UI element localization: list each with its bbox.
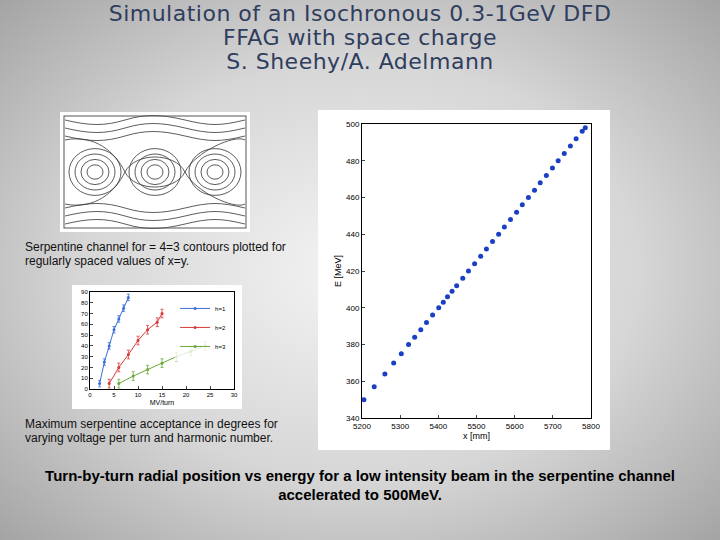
svg-text:5600: 5600 [506,422,524,431]
svg-text:h=1: h=1 [215,306,226,312]
svg-text:40: 40 [81,343,88,349]
svg-text:15: 15 [159,392,166,398]
svg-text:90: 90 [81,289,88,295]
svg-text:5200: 5200 [353,422,371,431]
svg-text:500: 500 [346,120,360,129]
svg-text:5300: 5300 [391,422,409,431]
svg-text:h=2: h=2 [215,325,226,331]
svg-text:70: 70 [81,311,88,317]
svg-text:480: 480 [346,157,360,166]
svg-text:E [MeV]: E [MeV] [333,255,343,287]
svg-text:0: 0 [84,386,88,392]
html-text:Maximum serpentine acceptance: Maximum serpentine acceptance in degrees… [25,417,278,445]
svg-text:60: 60 [81,321,88,327]
svg-text:h=3: h=3 [215,344,226,350]
svg-text:30: 30 [81,354,88,360]
svg-text:5: 5 [112,392,116,398]
svg-text:440: 440 [346,230,360,239]
svg-text:80: 80 [81,300,88,306]
svg-text:340: 340 [346,414,360,423]
svg-text:0: 0 [88,392,92,398]
html-text:Serpentine channel for = 4=3 c: Serpentine channel for = 4=3 contours pl… [25,240,286,268]
html-text:Turn-by-turn radial position v: Turn-by-turn radial position vs energy f… [45,467,675,503]
svg-text:10: 10 [135,392,142,398]
svg-text:380: 380 [346,340,360,349]
svg-text:5400: 5400 [429,422,447,431]
svg-text:420: 420 [346,267,360,276]
svg-text:460: 460 [346,193,360,202]
svg-text:5800: 5800 [582,422,600,431]
svg-text:25: 25 [207,392,214,398]
svg-text:30: 30 [231,392,238,398]
svg-text:20: 20 [183,392,190,398]
svg-text:20: 20 [81,365,88,371]
svg-text:50: 50 [81,332,88,338]
html-text:Simulation of an Isochronous 0: Simulation of an Isochronous 0.3-1GeV DF… [108,1,612,26]
svg-text:5500: 5500 [468,422,486,431]
svg-text:10: 10 [81,375,88,381]
svg-text:400: 400 [346,304,360,313]
html-text:FFAG with space charge: FFAG with space charge [223,25,497,50]
html-text:S. Sheehy/A. Adelmann: S. Sheehy/A. Adelmann [226,49,494,74]
svg-text:MV/turn: MV/turn [150,399,175,406]
svg-text:360: 360 [346,377,360,386]
svg-text:5700: 5700 [544,422,562,431]
svg-text:x [mm]: x [mm] [463,431,490,441]
